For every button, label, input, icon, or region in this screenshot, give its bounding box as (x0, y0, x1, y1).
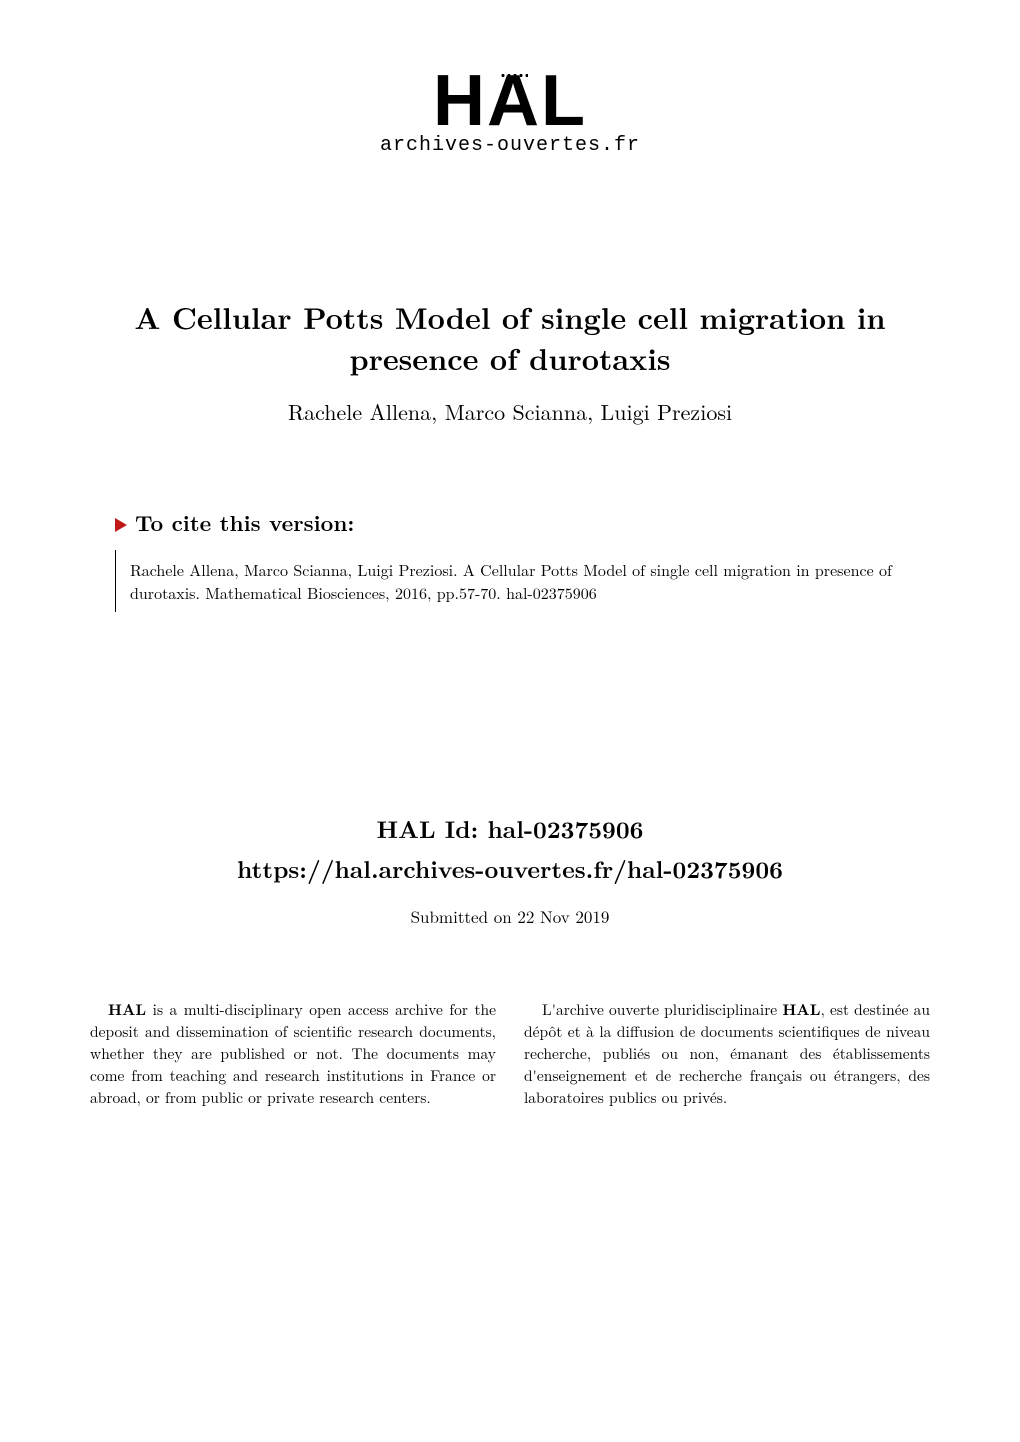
cite-heading: To cite this version: (115, 507, 905, 538)
cite-body: Rachele Allena, Marco Scianna, Luigi Pre… (115, 550, 905, 612)
triangle-icon (115, 518, 127, 532)
submitted-date: Submitted on 22 Nov 2019 (0, 904, 1020, 928)
footer-right-text: L'archive ouverte pluridisciplinaire HAL… (524, 998, 930, 1109)
title-block: A Cellular Potts Model of single cell mi… (0, 197, 1020, 447)
hal-logo-text: HAL (380, 60, 640, 142)
footer-left-column: HAL is a multi-disciplinary open access … (90, 998, 496, 1109)
hal-id: HAL Id: hal-02375906 (0, 812, 1020, 846)
hal-logo-block: HAL archives-ouvertes.fr (0, 0, 1020, 197)
hal-id-block: HAL Id: hal-02375906 https://hal.archive… (0, 612, 1020, 928)
footer-right-column: L'archive ouverte pluridisciplinaire HAL… (524, 998, 930, 1109)
hal-url: https://hal.archives-ouvertes.fr/hal-023… (0, 852, 1020, 886)
paper-authors: Rachele Allena, Marco Scianna, Luigi Pre… (80, 396, 940, 427)
paper-title: A Cellular Potts Model of single cell mi… (80, 297, 940, 378)
footer-columns: HAL is a multi-disciplinary open access … (0, 928, 1020, 1109)
cite-heading-text: To cite this version: (135, 507, 354, 538)
cite-block: To cite this version: Rachele Allena, Ma… (0, 447, 1020, 612)
footer-left-text: HAL is a multi-disciplinary open access … (90, 998, 496, 1109)
hal-logo: HAL archives-ouvertes.fr (380, 60, 640, 157)
